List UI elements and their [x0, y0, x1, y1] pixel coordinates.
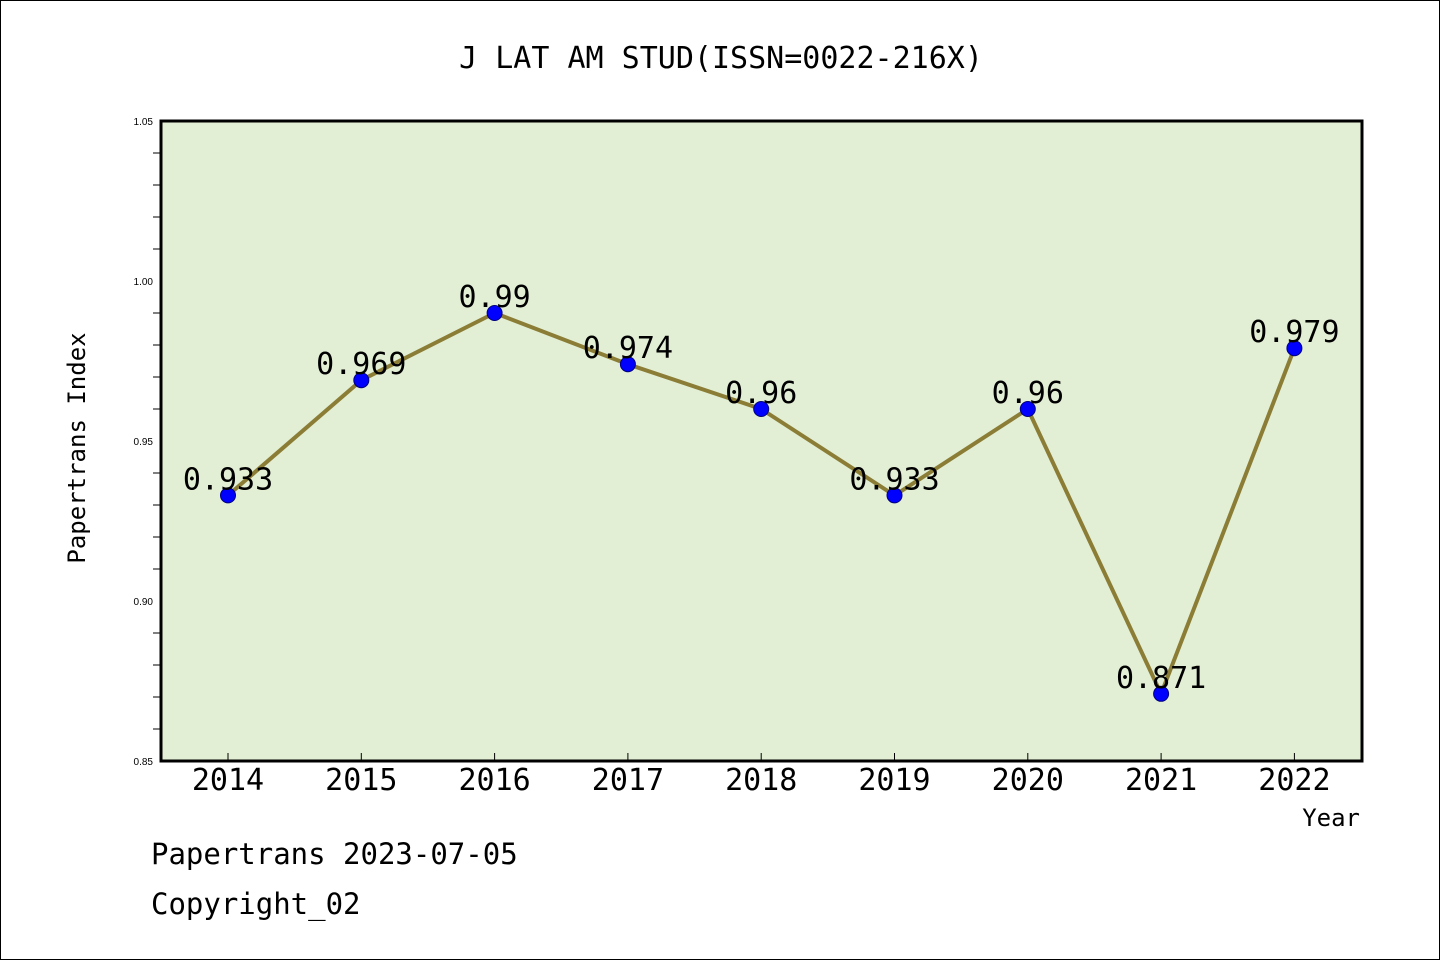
data-point: [1286, 340, 1303, 357]
data-label: 0.969: [316, 347, 406, 382]
x-tick-label: 2015: [325, 763, 397, 798]
data-point: [1019, 401, 1036, 417]
data-point: [886, 487, 903, 504]
data-labels: 0.933 0.969 0.99 0.974 0.96 0.933 0.96 0.871 0.9…: [183, 280, 1340, 696]
data-point: [220, 487, 236, 504]
y-tick-label: 0.95: [134, 437, 154, 448]
chart-title: J LAT AM STUD(ISSN=0022-216X): [459, 41, 983, 76]
data-label: 0.99: [458, 280, 530, 315]
y-tick-label: 1.00: [134, 277, 154, 288]
data-label: 0.933: [183, 462, 273, 497]
x-tick-label: 2016: [458, 763, 530, 798]
data-point: [1153, 685, 1170, 702]
x-axis-label: Year: [1302, 804, 1360, 832]
copyright-text: Copyright_02: [151, 887, 361, 921]
y-axis-label: Papertrans Index: [63, 332, 91, 563]
data-point: [619, 356, 636, 373]
x-tick-label: 2022: [1258, 763, 1330, 798]
y-tick-label: 0.90: [134, 597, 154, 608]
plot-area: [159, 119, 1364, 763]
data-label: 0.871: [1116, 661, 1206, 696]
data-point: [753, 401, 770, 417]
x-tick-label: 2020: [992, 763, 1064, 798]
data-label: 0.96: [725, 376, 797, 411]
data-label: 0.974: [583, 331, 673, 366]
y-tick-label: 1.05: [134, 117, 154, 128]
x-tick-label: 2021: [1125, 763, 1197, 798]
data-label: 0.979: [1249, 315, 1339, 350]
x-tick-label: 2014: [192, 763, 264, 798]
x-tick-label: 2018: [725, 763, 797, 798]
y-axis: 0.85 0.90 0.95 1.00 1.05: [134, 117, 161, 768]
data-label: 0.933: [849, 462, 939, 497]
x-tick-label: 2019: [858, 763, 930, 798]
data-label: 0.96: [992, 376, 1064, 411]
y-tick-label: 0.85: [134, 757, 154, 768]
data-point: [486, 305, 503, 321]
data-point: [353, 372, 370, 389]
source-date-text: Papertrans 2023-07-05: [151, 837, 518, 871]
series-layer: [220, 305, 1303, 702]
x-tick-label: 2017: [592, 763, 664, 798]
x-axis: 2014 2015 2016 2017 2018 2019 2020 2021 2022: [192, 753, 1331, 798]
